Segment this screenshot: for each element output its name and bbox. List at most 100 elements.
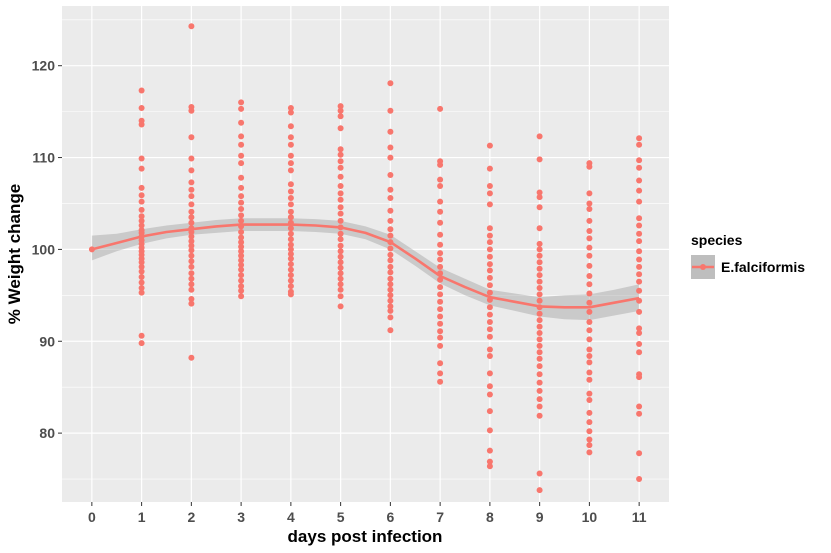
x-tick-label: 10 [582, 509, 598, 525]
data-point [139, 156, 145, 162]
data-point [437, 162, 443, 168]
x-axis-title: days post infection [288, 527, 443, 546]
data-point [288, 110, 294, 116]
data-point [636, 349, 642, 355]
data-point [338, 293, 344, 299]
legend-title: species [691, 232, 743, 248]
data-point [487, 166, 493, 172]
data-point [188, 247, 194, 253]
data-point [387, 314, 393, 320]
data-point [636, 142, 642, 148]
data-point [238, 193, 244, 199]
data-point [139, 269, 145, 275]
data-point [537, 272, 543, 278]
data-point [387, 108, 393, 114]
data-point [188, 156, 194, 162]
data-point [636, 178, 642, 184]
data-point [586, 437, 592, 443]
data-point [387, 172, 393, 178]
data-point [636, 450, 642, 456]
data-point [188, 23, 194, 29]
data-point [338, 281, 344, 287]
data-point [288, 291, 294, 297]
data-point [437, 321, 443, 327]
data-point [338, 236, 344, 242]
data-point [537, 380, 543, 386]
data-point [288, 283, 294, 289]
data-point [636, 374, 642, 380]
data-point [586, 347, 592, 353]
data-point [188, 253, 194, 259]
data-point [487, 448, 493, 454]
x-tick-labels: 0 1 2 3 4 5 6 7 8 9 10 11 [88, 509, 647, 525]
data-point [636, 238, 642, 244]
data-point [537, 324, 543, 330]
data-point [537, 285, 543, 291]
data-point [238, 267, 244, 273]
data-point [437, 299, 443, 305]
data-point [188, 281, 194, 287]
data-point [338, 243, 344, 249]
data-point [437, 370, 443, 376]
data-point [537, 311, 543, 317]
data-point [338, 174, 344, 180]
data-point [188, 179, 194, 185]
data-point [238, 142, 244, 148]
data-point [238, 293, 244, 299]
data-point [338, 190, 344, 196]
data-point [586, 218, 592, 224]
data-point [487, 408, 493, 414]
data-point [537, 204, 543, 210]
data-point [387, 264, 393, 270]
data-point [586, 391, 592, 397]
data-point [338, 270, 344, 276]
data-point [487, 383, 493, 389]
data-point [437, 242, 443, 248]
data-point [387, 145, 393, 151]
data-point [437, 335, 443, 341]
y-tick-label: 90 [39, 333, 55, 349]
data-point [437, 209, 443, 215]
data-point [288, 267, 294, 273]
data-point [586, 291, 592, 297]
data-point [338, 152, 344, 158]
data-point [387, 292, 393, 298]
data-point [636, 199, 642, 205]
data-point [537, 371, 543, 377]
data-point [188, 108, 194, 114]
data-point [537, 279, 543, 285]
data-point [238, 185, 244, 191]
data-point [487, 347, 493, 353]
data-point [338, 254, 344, 260]
data-point [487, 463, 493, 469]
legend-label-e-falciformis: E.falciformis [721, 259, 805, 275]
plot-panel [62, 6, 669, 502]
data-point [288, 142, 294, 148]
data-point [288, 256, 294, 262]
data-point [636, 188, 642, 194]
data-point [387, 226, 393, 232]
data-point [586, 410, 592, 416]
data-point [537, 291, 543, 297]
data-point [238, 288, 244, 294]
data-point [487, 201, 493, 207]
data-point [437, 232, 443, 238]
data-point [586, 336, 592, 342]
data-point [139, 199, 145, 205]
data-point [238, 160, 244, 166]
data-point [437, 360, 443, 366]
data-point [487, 275, 493, 281]
data-point [238, 99, 244, 105]
data-point [338, 113, 344, 119]
data-point [487, 268, 493, 274]
data-point [437, 257, 443, 263]
data-point [636, 231, 642, 237]
data-point [188, 276, 194, 282]
x-tick-label: 6 [386, 509, 394, 525]
data-point [387, 281, 393, 287]
data-point [487, 239, 493, 245]
x-tick-label: 7 [436, 509, 444, 525]
data-point [238, 206, 244, 212]
data-point [338, 165, 344, 171]
data-point [338, 218, 344, 224]
